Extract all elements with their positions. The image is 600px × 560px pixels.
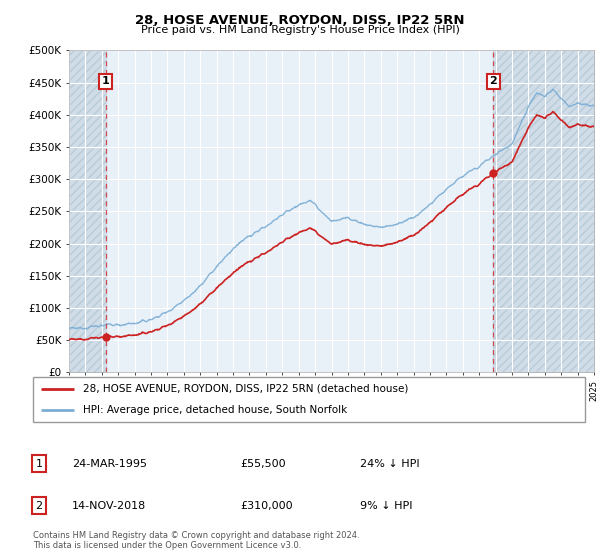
Text: Price paid vs. HM Land Registry's House Price Index (HPI): Price paid vs. HM Land Registry's House … — [140, 25, 460, 35]
Text: HPI: Average price, detached house, South Norfolk: HPI: Average price, detached house, Sout… — [83, 404, 347, 414]
Text: 2: 2 — [35, 501, 43, 511]
Text: 24% ↓ HPI: 24% ↓ HPI — [360, 459, 419, 469]
Text: 24-MAR-1995: 24-MAR-1995 — [72, 459, 147, 469]
Text: 1: 1 — [102, 76, 109, 86]
Text: 14-NOV-2018: 14-NOV-2018 — [72, 501, 146, 511]
Text: £310,000: £310,000 — [240, 501, 293, 511]
Text: 9% ↓ HPI: 9% ↓ HPI — [360, 501, 413, 511]
Text: 1: 1 — [35, 459, 43, 469]
Text: 28, HOSE AVENUE, ROYDON, DISS, IP22 5RN (detached house): 28, HOSE AVENUE, ROYDON, DISS, IP22 5RN … — [83, 384, 408, 394]
Text: 2: 2 — [490, 76, 497, 86]
Text: Contains HM Land Registry data © Crown copyright and database right 2024.
This d: Contains HM Land Registry data © Crown c… — [33, 530, 359, 550]
Text: £55,500: £55,500 — [240, 459, 286, 469]
FancyBboxPatch shape — [33, 377, 585, 422]
Text: 28, HOSE AVENUE, ROYDON, DISS, IP22 5RN: 28, HOSE AVENUE, ROYDON, DISS, IP22 5RN — [135, 14, 465, 27]
